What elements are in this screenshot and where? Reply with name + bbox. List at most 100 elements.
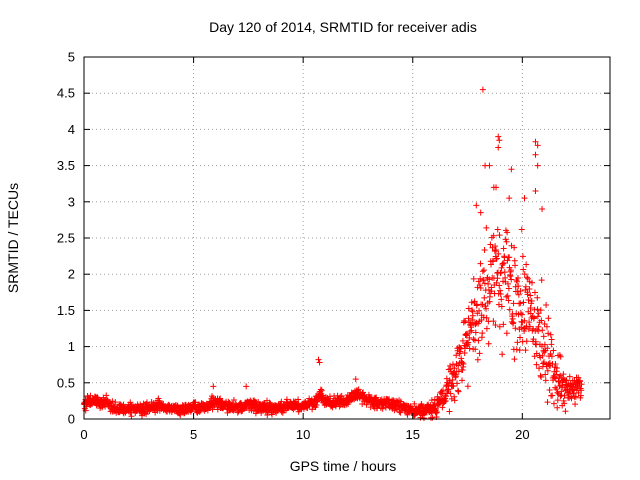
data-point xyxy=(517,310,524,317)
data-point xyxy=(103,392,110,399)
data-point xyxy=(548,336,555,343)
data-point xyxy=(498,264,505,271)
plot-frame xyxy=(83,56,611,420)
data-point xyxy=(479,301,486,308)
data-point xyxy=(109,398,116,405)
data-point xyxy=(534,142,541,149)
data-point xyxy=(485,340,492,347)
data-point xyxy=(527,310,534,317)
data-point xyxy=(493,255,500,262)
data-point xyxy=(466,334,473,341)
data-point xyxy=(128,413,135,420)
data-point xyxy=(546,387,553,394)
data-point xyxy=(440,387,447,394)
data-point xyxy=(527,292,534,299)
data-point xyxy=(482,303,489,310)
data-point xyxy=(527,305,534,312)
data-point xyxy=(210,383,217,390)
data-point xyxy=(442,393,449,400)
x-tick-label: 15 xyxy=(406,427,420,442)
data-point xyxy=(459,359,466,366)
data-point xyxy=(535,323,542,330)
data-point xyxy=(550,347,557,354)
data-point xyxy=(488,261,495,268)
data-point xyxy=(543,323,550,330)
data-point xyxy=(445,386,452,393)
data-point xyxy=(318,387,325,394)
y-tick-label: 1.5 xyxy=(57,303,75,318)
data-point xyxy=(481,247,488,254)
y-tick-label: 4.5 xyxy=(57,86,75,101)
data-point xyxy=(578,381,585,388)
data-point xyxy=(473,202,480,209)
data-point xyxy=(563,377,570,384)
data-point xyxy=(428,397,435,404)
data-point xyxy=(516,347,523,354)
data-point xyxy=(520,266,527,273)
data-point xyxy=(554,397,561,404)
data-point xyxy=(411,400,418,407)
data-point xyxy=(575,374,582,381)
data-point xyxy=(497,287,504,294)
data-point xyxy=(506,306,513,313)
data-point xyxy=(536,365,543,372)
data-point xyxy=(551,374,558,381)
data-point xyxy=(177,411,184,418)
data-point xyxy=(459,367,466,374)
data-point xyxy=(522,283,529,290)
y-tick-label: 5 xyxy=(68,50,75,65)
data-point xyxy=(553,371,560,378)
data-point xyxy=(363,401,370,408)
data-point xyxy=(534,313,541,320)
data-point xyxy=(234,409,241,416)
data-point xyxy=(555,378,562,385)
data-point xyxy=(531,314,538,321)
data-point xyxy=(560,371,567,378)
data-point xyxy=(534,162,541,169)
data-point xyxy=(230,397,237,404)
data-point xyxy=(521,195,528,202)
data-point xyxy=(477,275,484,282)
y-tick-label: 3 xyxy=(68,194,75,209)
data-point xyxy=(492,243,499,250)
data-point xyxy=(515,283,522,290)
data-point xyxy=(480,277,487,284)
data-point xyxy=(283,396,290,403)
data-point xyxy=(543,302,550,309)
data-point xyxy=(521,317,528,324)
data-point xyxy=(454,387,461,394)
chart-title: Day 120 of 2014, SRMTID for receiver adi… xyxy=(209,19,477,35)
data-point xyxy=(560,397,567,404)
data-point xyxy=(455,362,462,369)
data-point xyxy=(561,400,568,407)
data-point xyxy=(508,276,515,283)
data-point xyxy=(471,337,478,344)
data-point xyxy=(510,319,517,326)
data-point xyxy=(112,399,119,406)
data-point xyxy=(496,282,503,289)
data-point xyxy=(577,377,584,384)
data-point xyxy=(355,386,362,393)
data-point xyxy=(447,365,454,372)
data-point xyxy=(553,364,560,371)
data-point xyxy=(492,322,499,329)
data-point xyxy=(472,321,479,328)
data-point xyxy=(517,300,524,307)
data-point xyxy=(156,397,163,404)
data-point xyxy=(217,395,224,402)
data-point xyxy=(532,138,539,145)
data-point xyxy=(500,260,507,267)
data-point xyxy=(508,166,515,173)
data-point xyxy=(523,338,530,345)
data-point xyxy=(505,297,512,304)
data-point xyxy=(519,253,526,260)
data-point xyxy=(542,377,549,384)
x-tick-label: 20 xyxy=(515,427,529,442)
data-point xyxy=(557,353,564,360)
data-point xyxy=(556,373,563,380)
data-point xyxy=(524,274,531,281)
data-point xyxy=(532,151,539,158)
data-point xyxy=(541,341,548,348)
data-point xyxy=(495,133,502,140)
